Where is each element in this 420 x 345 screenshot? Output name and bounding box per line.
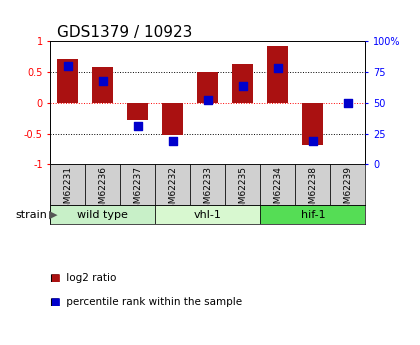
Text: GSM62239: GSM62239: [344, 166, 352, 215]
Bar: [127, 103, 148, 120]
Bar: [121, 164, 155, 205]
Bar: [163, 103, 184, 135]
Text: ■: ■: [50, 297, 60, 307]
Point: [65, 63, 71, 69]
Text: GSM62234: GSM62234: [273, 166, 282, 215]
Bar: [190, 164, 226, 205]
Point: [134, 124, 141, 129]
Bar: [58, 59, 79, 103]
Text: ▶: ▶: [49, 210, 58, 220]
Text: vhl-1: vhl-1: [194, 210, 222, 220]
Bar: [50, 205, 155, 224]
Bar: [295, 164, 331, 205]
Text: ■: ■: [50, 273, 60, 283]
Point: [170, 138, 176, 144]
Bar: [331, 164, 365, 205]
Bar: [85, 164, 121, 205]
Point: [310, 138, 316, 144]
Text: ■  log2 ratio: ■ log2 ratio: [50, 273, 117, 283]
Text: hif-1: hif-1: [301, 210, 325, 220]
Text: GSM62233: GSM62233: [203, 166, 213, 215]
Point: [239, 83, 246, 88]
Text: GSM62232: GSM62232: [168, 166, 177, 215]
Point: [205, 98, 211, 103]
Bar: [260, 164, 295, 205]
Bar: [302, 103, 323, 145]
Point: [100, 78, 106, 83]
Bar: [268, 46, 289, 103]
Bar: [197, 72, 218, 103]
Point: [344, 100, 351, 106]
Text: GSM62238: GSM62238: [308, 166, 318, 215]
Text: GSM62236: GSM62236: [98, 166, 108, 215]
Bar: [226, 164, 260, 205]
Bar: [155, 164, 190, 205]
Text: strain: strain: [16, 210, 47, 220]
Bar: [155, 205, 260, 224]
Text: GSM62235: GSM62235: [239, 166, 247, 215]
Text: ■  percentile rank within the sample: ■ percentile rank within the sample: [50, 297, 242, 307]
Text: GDS1379 / 10923: GDS1379 / 10923: [57, 25, 192, 40]
Text: GSM62231: GSM62231: [63, 166, 72, 215]
Text: wild type: wild type: [77, 210, 129, 220]
Bar: [50, 164, 85, 205]
Point: [275, 66, 281, 71]
Bar: [232, 64, 253, 103]
Bar: [92, 67, 113, 103]
Bar: [260, 205, 365, 224]
Text: GSM62237: GSM62237: [134, 166, 142, 215]
